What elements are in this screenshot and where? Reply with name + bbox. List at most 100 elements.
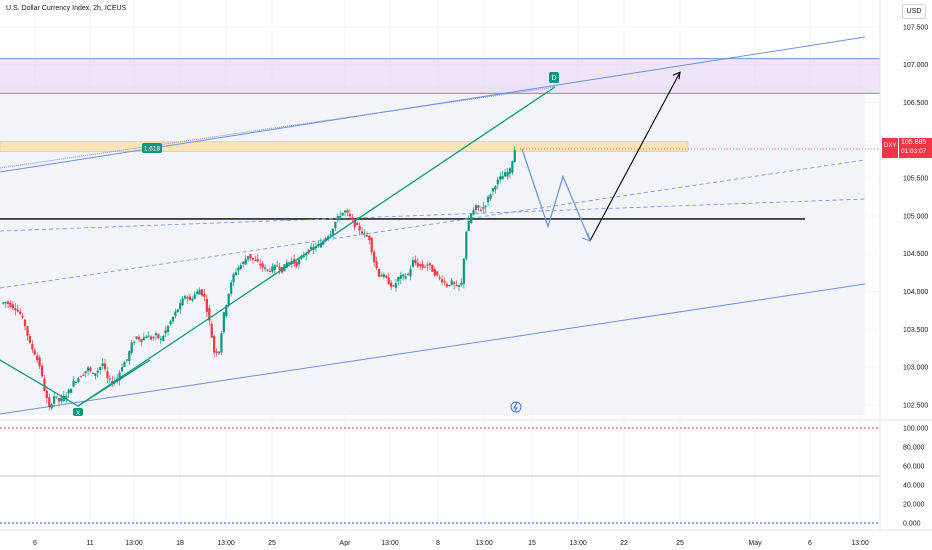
- candle-body: [246, 256, 250, 260]
- fib-label-box: [142, 143, 162, 153]
- candle-body: [487, 197, 490, 203]
- candle-body: [174, 311, 177, 316]
- point-x-label: X: [76, 411, 80, 417]
- candle-body: [251, 257, 255, 260]
- harmonic-pattern: [0, 86, 556, 407]
- mid-trendline-1: [0, 159, 866, 289]
- candle-body: [392, 285, 395, 287]
- candle-body: [482, 206, 485, 209]
- price-label: 106.500: [903, 100, 928, 107]
- candle-body: [142, 337, 145, 341]
- candle-body: [239, 265, 242, 270]
- candle-body: [491, 188, 495, 192]
- candle-body: [205, 299, 208, 312]
- candle-body: [266, 269, 269, 271]
- price-axis[interactable]: 107.500107.000106.500106.000105.500105.0…: [879, 0, 928, 530]
- fib-label: 1.618: [144, 146, 161, 153]
- candle-body: [356, 222, 359, 226]
- projection-zigzag: [521, 148, 591, 242]
- candle-body: [310, 246, 313, 250]
- projection-path: [521, 71, 681, 242]
- candle-body: [382, 274, 385, 277]
- candle-body: [86, 367, 90, 372]
- candle-body: [462, 258, 465, 284]
- currency-selector[interactable]: USD: [902, 4, 926, 19]
- candle-body: [411, 260, 415, 267]
- time-label: 13:00: [569, 540, 587, 547]
- candle-body: [103, 363, 107, 370]
- candle-body: [196, 291, 199, 295]
- candle-body: [234, 272, 238, 276]
- candle-body: [36, 355, 39, 360]
- candle-body: [455, 285, 458, 287]
- candle-body: [407, 273, 410, 275]
- candle-body: [402, 274, 405, 277]
- candle-body: [48, 397, 51, 408]
- candle-body: [133, 342, 136, 344]
- candle-body: [128, 351, 131, 361]
- candle-body: [254, 260, 257, 262]
- candle-body: [14, 308, 17, 311]
- mid-trendline-2: [0, 198, 866, 232]
- candle-body: [450, 280, 453, 285]
- candle-body: [106, 371, 109, 379]
- osc-label: 20.000: [903, 502, 925, 509]
- candle-body: [244, 259, 247, 265]
- current-price-value: 105.885: [901, 139, 927, 146]
- current-price-tag: DXY 105.885 01:03:07: [882, 138, 932, 158]
- candle-body: [414, 259, 417, 264]
- candle-body: [387, 277, 390, 285]
- candle-body: [489, 194, 492, 199]
- candle-body: [145, 336, 148, 339]
- candle-body: [370, 237, 373, 253]
- candle-body: [242, 261, 245, 264]
- candle-body: [394, 283, 398, 288]
- candle-body: [166, 325, 170, 332]
- candle-body: [484, 205, 487, 208]
- candle-body: [511, 161, 514, 173]
- candle-body: [198, 290, 201, 295]
- candle-body: [448, 284, 451, 286]
- price-label: 105.500: [903, 176, 928, 183]
- osc-label: 80.000: [903, 445, 925, 452]
- candle-body: [99, 367, 102, 370]
- candle-body: [416, 262, 419, 267]
- candle-body: [460, 282, 463, 286]
- time-label: 22: [620, 540, 628, 547]
- candle-body: [288, 262, 291, 264]
- candle-body: [329, 234, 332, 236]
- candle-body: [273, 264, 276, 270]
- candle-body: [440, 279, 444, 283]
- time-axis[interactable]: 6 11 13:00 18 13:00 25 Apr 13:00 8 13:00 15 13:00 22…: [0, 529, 932, 547]
- candle-body: [428, 263, 432, 266]
- candle-body: [38, 357, 41, 367]
- candle-body: [84, 371, 87, 374]
- candle-body: [79, 376, 82, 378]
- candle-body: [421, 264, 424, 268]
- candle-body: [331, 228, 335, 235]
- candle-body: [89, 367, 92, 371]
- price-label: 104.000: [903, 289, 928, 296]
- lower-trendline: [0, 283, 866, 415]
- candle-body: [28, 336, 31, 343]
- osc-label: 100.000: [903, 426, 928, 433]
- time-label: May: [748, 540, 762, 547]
- candle-body: [404, 276, 407, 279]
- candle-body: [154, 333, 158, 336]
- candle-body: [45, 390, 48, 399]
- candle-body: [50, 404, 53, 409]
- candle-body: [222, 312, 225, 333]
- candle-body: [152, 336, 155, 338]
- candle-body: [164, 330, 167, 334]
- candle-body: [305, 253, 308, 256]
- time-label: 6: [808, 540, 812, 547]
- candle-body: [375, 261, 378, 268]
- candle-body: [62, 395, 65, 401]
- candle-body: [82, 374, 85, 376]
- candle-body: [193, 294, 196, 299]
- candle-body: [181, 298, 184, 306]
- candle-body: [438, 277, 441, 279]
- candle-body: [326, 236, 330, 239]
- candle-body: [65, 395, 68, 400]
